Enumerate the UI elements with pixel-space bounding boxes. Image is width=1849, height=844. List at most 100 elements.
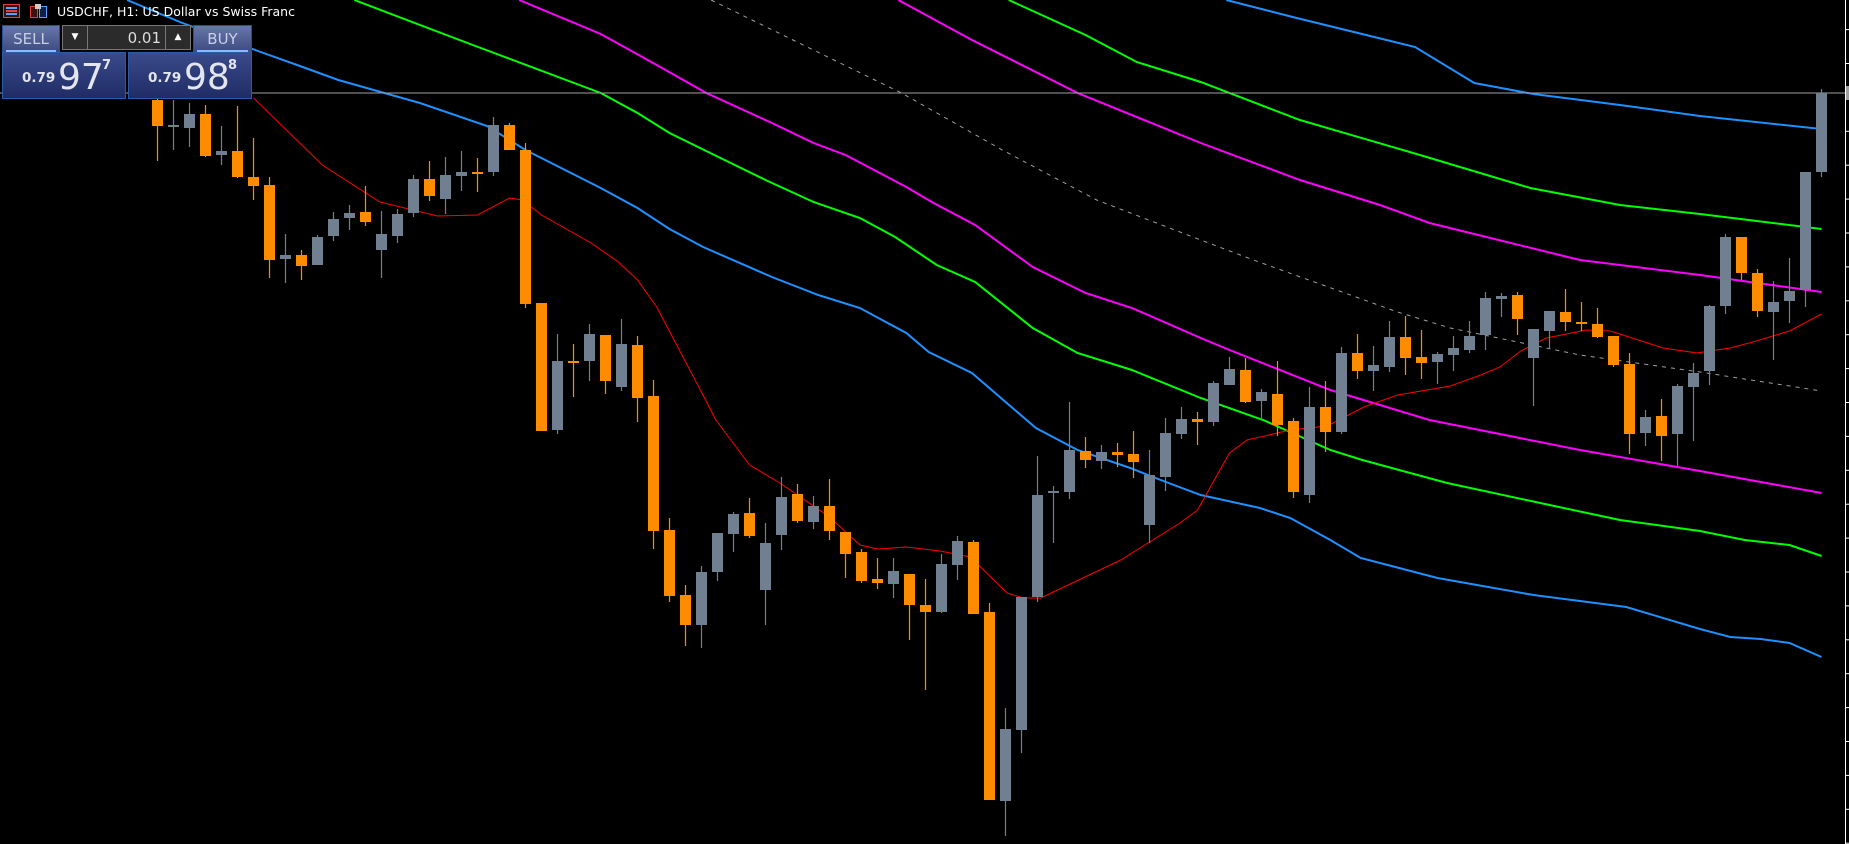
one-click-trading-panel: SELL ▼ ▲ BUY 0.79 97 7 0.79 98 8 — [0, 24, 254, 100]
candle-body — [1240, 370, 1251, 402]
candle-body — [152, 100, 163, 126]
candle-body — [360, 212, 371, 222]
candle — [184, 103, 195, 147]
indicator-line-5 — [1008, 0, 1822, 230]
sell-label: SELL — [13, 30, 49, 48]
candle — [1272, 361, 1283, 436]
candle — [264, 177, 275, 278]
volume-increase-icon[interactable]: ▲ — [165, 26, 190, 49]
candle — [168, 100, 179, 150]
candle — [552, 334, 563, 434]
buy-price[interactable]: 0.79 98 8 — [128, 52, 252, 99]
candle-body — [312, 237, 323, 265]
candle-body — [1192, 419, 1203, 422]
candle-body — [1448, 348, 1459, 355]
indicator-line-6 — [1226, 0, 1822, 130]
candle-body — [216, 151, 227, 155]
candle-body — [776, 497, 787, 535]
candle-body — [936, 564, 947, 612]
candle — [728, 512, 739, 552]
candle — [328, 212, 339, 241]
candle — [504, 123, 515, 150]
candle-body — [1368, 365, 1379, 371]
indicator-line-2 — [518, 0, 1822, 494]
candle — [1736, 237, 1747, 280]
candle-body — [1544, 311, 1555, 331]
candle-body — [1096, 452, 1107, 461]
candle-body — [328, 219, 339, 236]
candle — [296, 250, 307, 280]
sell-price-prefix: 0.79 — [22, 70, 56, 86]
volume-input[interactable] — [88, 26, 165, 49]
volume-stepper[interactable]: ▼ ▲ — [62, 25, 191, 50]
price-axis[interactable] — [1845, 0, 1849, 844]
candle-body — [1288, 421, 1299, 492]
candle-body — [808, 506, 819, 522]
candle — [1560, 289, 1571, 331]
candle — [456, 151, 467, 191]
candle — [696, 566, 707, 648]
candle-body — [1784, 291, 1795, 301]
candle — [1240, 358, 1251, 403]
candle-body — [744, 513, 755, 536]
candle-body — [1032, 495, 1043, 597]
candle — [1368, 346, 1379, 391]
candle-body — [1048, 491, 1059, 493]
candle-body — [536, 303, 547, 431]
candle-body — [680, 595, 691, 625]
candle-body — [488, 125, 499, 172]
sell-price[interactable]: 0.79 97 7 — [2, 52, 126, 99]
candle-body — [200, 114, 211, 156]
buy-price-fraction: 8 — [228, 58, 238, 73]
candle — [1432, 352, 1443, 384]
candle — [840, 532, 851, 578]
candle — [1384, 321, 1395, 372]
candle-body — [1064, 450, 1075, 492]
candle-body — [1688, 373, 1699, 387]
candle-body — [1208, 383, 1219, 422]
candle-body — [1400, 337, 1411, 358]
candle-body — [1224, 369, 1235, 385]
candle — [424, 161, 435, 201]
candle — [248, 138, 259, 200]
candle-body — [472, 172, 483, 174]
candle — [760, 523, 771, 625]
candle — [344, 205, 355, 230]
candle — [200, 105, 211, 157]
candle-body — [264, 185, 275, 260]
sell-button[interactable]: SELL — [2, 25, 60, 53]
candle — [1800, 172, 1811, 307]
candle — [1288, 418, 1299, 498]
candle — [1656, 399, 1667, 461]
candle — [1032, 456, 1043, 602]
candle-body — [440, 175, 451, 199]
candle — [1448, 336, 1459, 371]
candle-body — [632, 345, 643, 398]
one-click-trading-icon[interactable] — [30, 4, 47, 18]
candle — [952, 536, 963, 580]
buy-price-pips: 98 — [184, 57, 230, 98]
candle-body — [1320, 407, 1331, 432]
candle-body — [1480, 298, 1491, 335]
candle — [1320, 381, 1331, 452]
candle-body — [1800, 172, 1811, 290]
candle — [280, 234, 291, 283]
candle — [1112, 443, 1123, 467]
volume-decrease-icon[interactable]: ▼ — [63, 26, 88, 49]
candle — [904, 574, 915, 640]
candle — [1256, 389, 1267, 420]
chart-list-icon[interactable] — [3, 4, 20, 18]
candle — [1064, 402, 1075, 499]
candle — [360, 186, 371, 226]
buy-button[interactable]: BUY — [193, 25, 252, 53]
candle-body — [904, 574, 915, 605]
candle — [1496, 293, 1507, 317]
candle — [1208, 381, 1219, 426]
candle-body — [1592, 324, 1603, 337]
candle-body — [1000, 729, 1011, 801]
candle-body — [1352, 353, 1363, 371]
candle — [648, 380, 659, 549]
candle-body — [1256, 392, 1267, 401]
candle — [1000, 708, 1011, 836]
